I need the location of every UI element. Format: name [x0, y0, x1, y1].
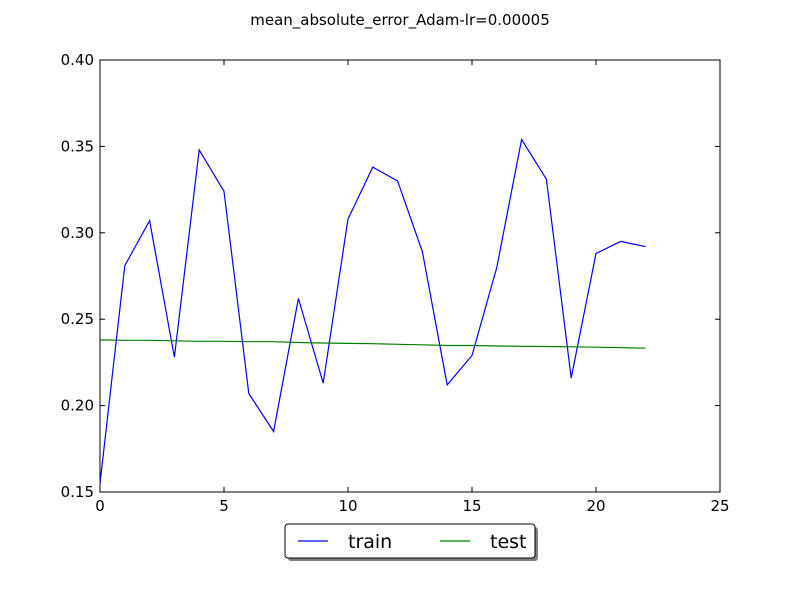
y-tick-label: 0.35 [61, 137, 94, 155]
y-tick-label: 0.25 [61, 310, 94, 328]
legend: train test [284, 523, 538, 561]
plot-series [99, 137, 646, 484]
x-tick-label: 20 [586, 497, 605, 515]
legend-label-test: test [490, 531, 527, 553]
y-tick-label: 0.15 [61, 483, 94, 501]
x-tick-label: 25 [710, 497, 729, 515]
x-tick-label: 0 [95, 497, 105, 515]
legend-label-train: train [348, 531, 392, 553]
y-tick-label: 0.40 [61, 51, 94, 69]
y-tick-label: 0.30 [61, 224, 94, 242]
y-tick-label: 0.20 [61, 397, 94, 415]
series-line-train [99, 137, 646, 484]
x-tick-label: 15 [462, 497, 481, 515]
axes: 0 5 10 15 20 25 0.15 0.20 0.25 0.30 0.35 0.40 [61, 51, 730, 515]
plot-frame [99, 59, 721, 493]
legend-box [284, 523, 536, 559]
series-line-test [99, 339, 646, 349]
chart-title: mean_absolute_error_Adam-lr=0.00005 [250, 11, 550, 30]
x-tick-label: 10 [338, 497, 357, 515]
x-tick-label: 5 [219, 497, 229, 515]
